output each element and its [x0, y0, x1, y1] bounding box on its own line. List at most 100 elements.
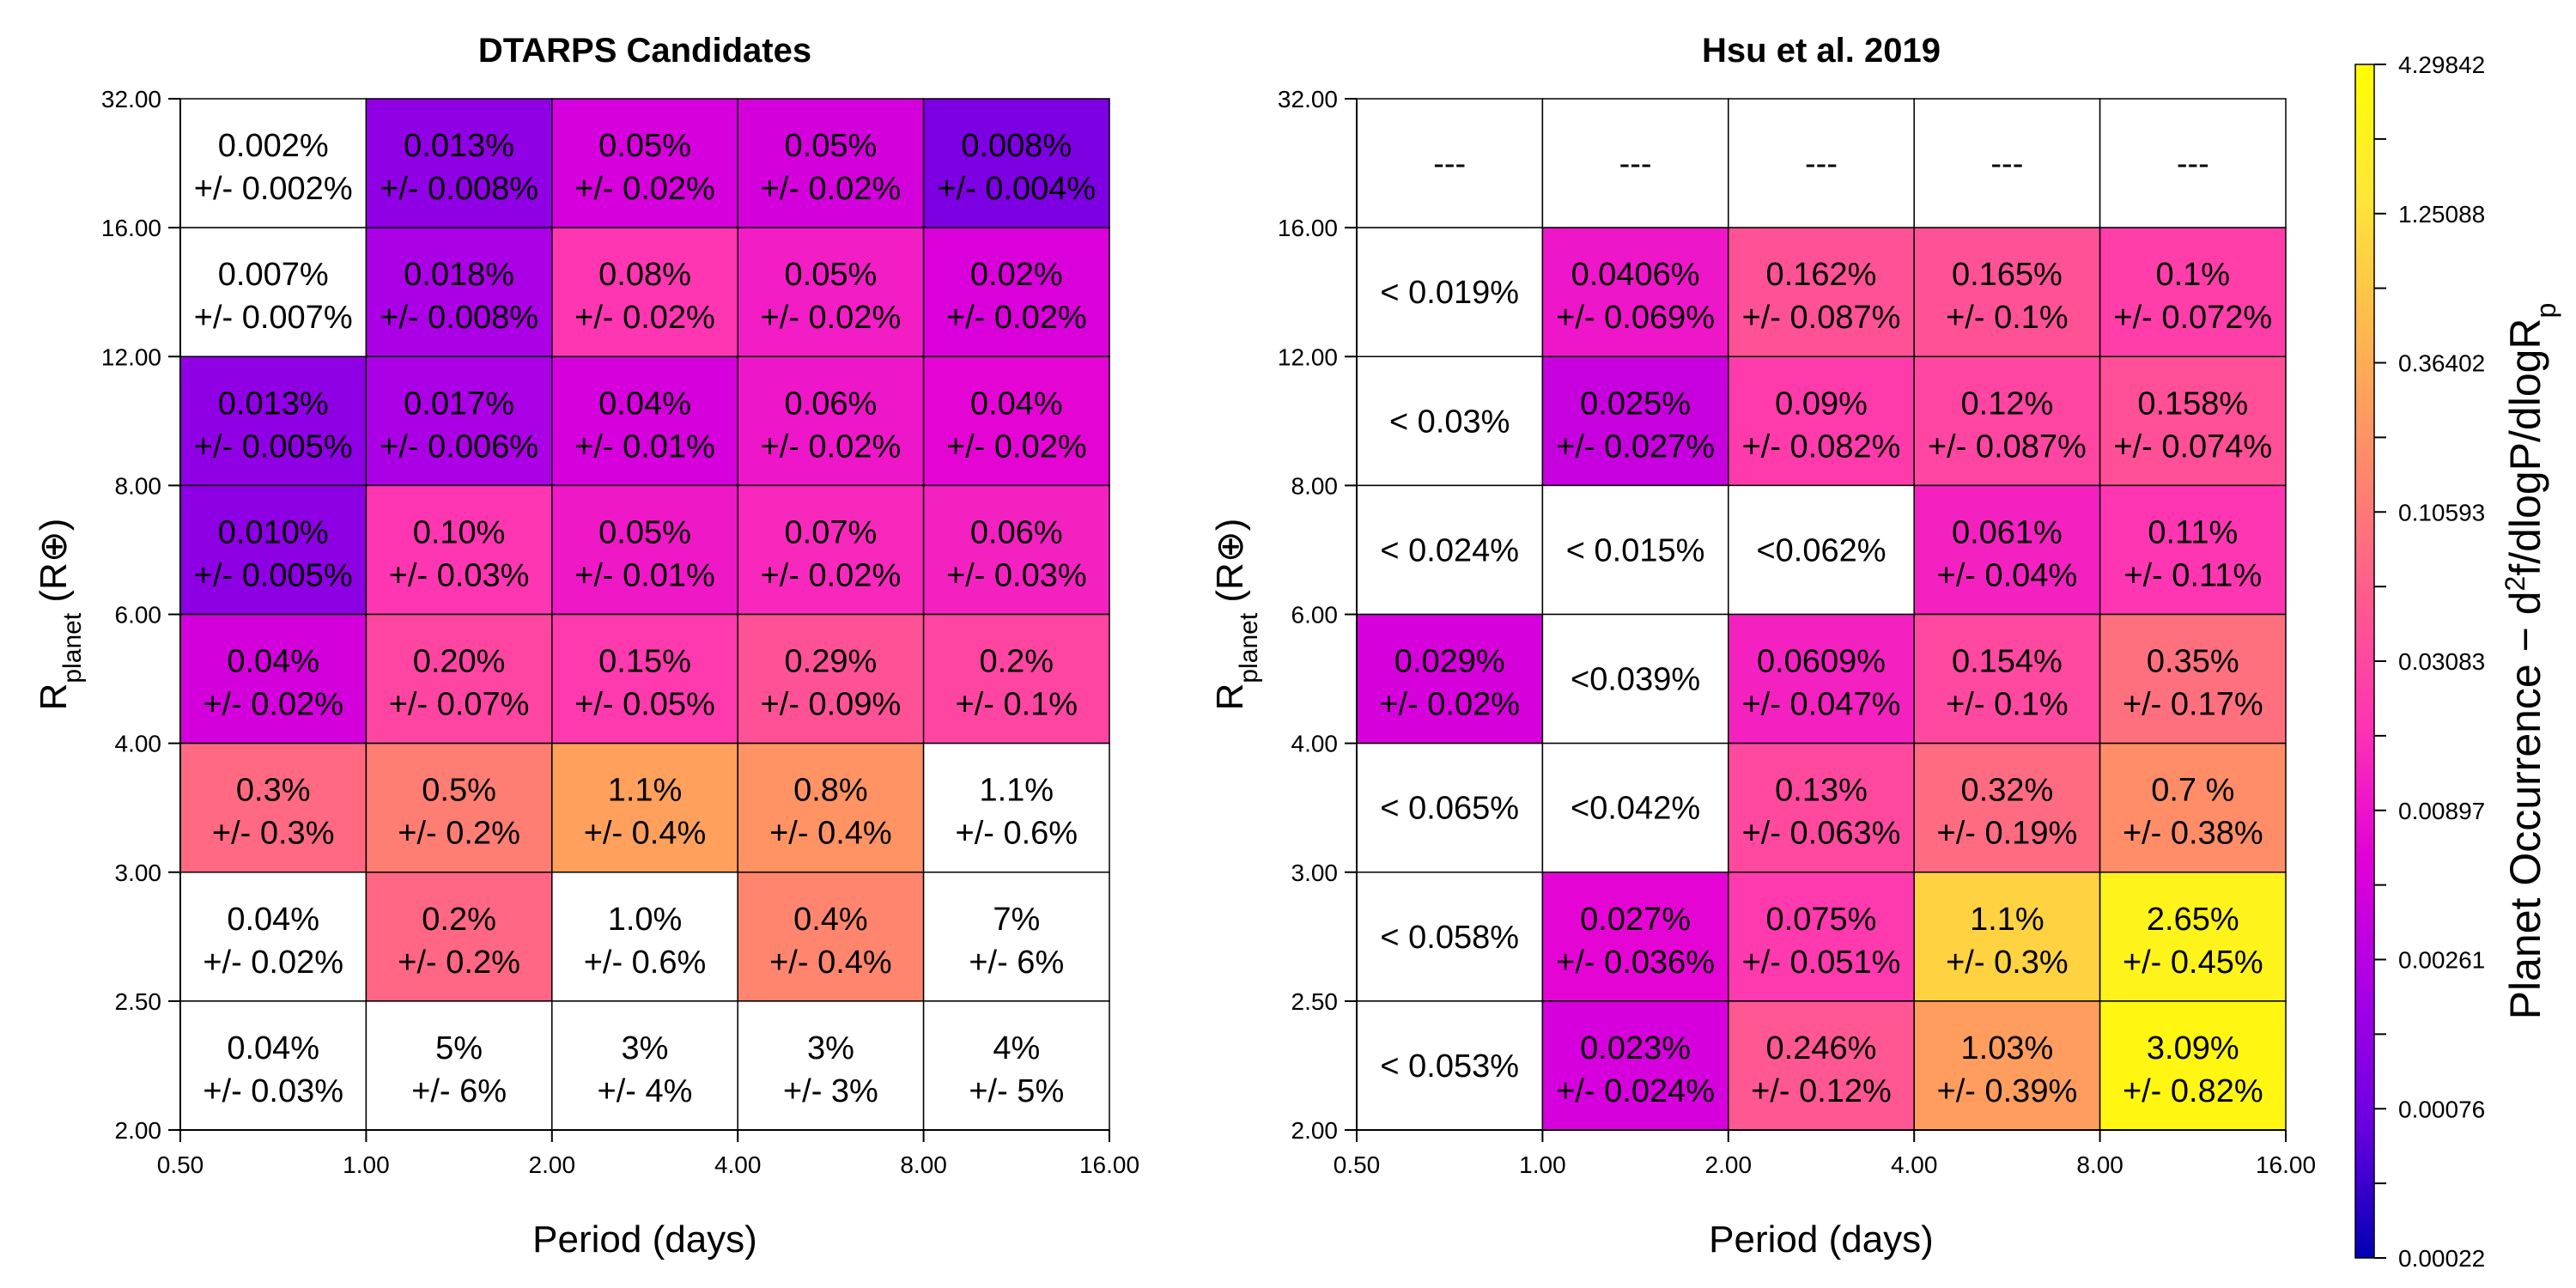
cell-value-label: 0.008% — [961, 128, 1072, 164]
cell-error-label: +/- 0.4% — [769, 945, 892, 981]
y-tick-label: 12.00 — [1278, 343, 1338, 370]
cell-value-label: 0.06% — [785, 386, 878, 422]
cell-error-label: +/- 0.02% — [946, 428, 1087, 465]
y-tick-label: 3.00 — [115, 860, 162, 886]
x-tick-label: 1.00 — [1519, 1151, 1566, 1178]
heatmap-cell — [179, 98, 368, 228]
cell-value-label: 0.002% — [218, 128, 329, 164]
cell-value-label: 0.061% — [1952, 514, 2063, 550]
heatmap-cell — [365, 1000, 553, 1131]
cell-value-label: 0.04% — [227, 644, 319, 680]
cell-error-label: +/- 0.11% — [2123, 557, 2262, 593]
cell-value-label: 0.010% — [218, 514, 329, 550]
heatmap-cell — [1728, 98, 1915, 228]
cell-error-label: +/- 0.074% — [2113, 428, 2272, 465]
heatmap-cell — [551, 613, 738, 744]
y-tick-label: 2.00 — [115, 1117, 162, 1144]
colorbar-tick-label: 0.03083 — [2398, 648, 2485, 675]
cell-error-label: +/- 5% — [969, 1073, 1064, 1109]
y-tick-label: 32.00 — [101, 86, 161, 112]
cell-error-label: +/- 0.19% — [1937, 816, 2078, 852]
cell-value-label: < 0.024% — [1380, 532, 1519, 568]
cell-error-label: +/- 0.063% — [1742, 816, 1901, 852]
cell-value-label: <0.039% — [1571, 662, 1700, 698]
cell-value-label: 0.13% — [1775, 773, 1868, 809]
cell-value-label: 3% — [622, 1030, 669, 1066]
cell-value-label: 0.04% — [227, 1030, 319, 1066]
heatmap-cell — [179, 1000, 368, 1131]
cell-value-label: 0.8% — [793, 773, 868, 809]
heatmap-cell — [551, 98, 738, 228]
y-tick-label: 16.00 — [1278, 215, 1338, 241]
colorbar-tick-label: 0.00897 — [2398, 798, 2485, 824]
cell-error-label: +/- 0.3% — [1946, 945, 2069, 981]
cell-value-label: 0.04% — [970, 386, 1063, 422]
cell-error-label: +/- 0.07% — [389, 687, 530, 723]
y-tick-label: 32.00 — [1278, 86, 1338, 112]
cell-value-label: 0.013% — [404, 128, 514, 164]
cell-value-label: 0.10% — [413, 514, 506, 550]
cell-value-label: 0.12% — [1961, 386, 2054, 422]
heatmap-cell — [1913, 742, 2101, 873]
heatmap-cell — [179, 872, 368, 1002]
x-tick-label: 16.00 — [1079, 1151, 1139, 1178]
heatmap-cell — [365, 98, 553, 228]
heatmap-cell — [1356, 1000, 1544, 1131]
heatmap-cell — [1541, 484, 1729, 616]
heatmap-cell — [1356, 227, 1544, 357]
cell-error-label: +/- 0.38% — [2123, 816, 2263, 852]
heatmap-cell — [2099, 227, 2287, 357]
heatmap-cell — [179, 613, 368, 744]
cell-value-label: 0.5% — [422, 773, 496, 809]
cell-value-label: 0.32% — [1961, 773, 2054, 809]
colorbar-tick-label: 1.25088 — [2398, 201, 2485, 228]
cell-value-label: 0.017% — [404, 386, 514, 422]
cell-error-label: +/- 0.1% — [956, 687, 1078, 723]
cell-error-label: +/- 0.02% — [761, 428, 902, 465]
cell-error-label: +/- 0.39% — [1937, 1073, 2078, 1109]
heatmap-cell — [737, 98, 925, 228]
y-axis-label: Rplanet (R⊕) — [33, 519, 87, 711]
cell-value-label: 0.15% — [598, 644, 691, 680]
heatmap-cell — [922, 872, 1110, 1002]
cell-error-label: +/- 0.1% — [1946, 300, 2069, 336]
cell-value-label: <0.062% — [1756, 532, 1886, 568]
cell-error-label: +/- 0.02% — [761, 300, 902, 336]
heatmap-cell — [365, 355, 553, 487]
cell-value-label: 0.162% — [1766, 257, 1877, 293]
heatmap-cell — [2099, 872, 2287, 1002]
heatmap-cell — [1728, 484, 1915, 616]
colorbar-tick-label: 0.00076 — [2398, 1096, 2485, 1122]
cell-error-label: +/- 0.02% — [203, 945, 343, 981]
cell-error-label: +/- 0.03% — [389, 557, 530, 593]
cell-value-label: 0.025% — [1580, 386, 1691, 422]
cell-error-label: +/- 0.05% — [574, 687, 715, 723]
cell-error-label: +/- 0.1% — [1946, 687, 2069, 723]
cell-value-label: 0.154% — [1952, 644, 2063, 680]
cell-value-label: 0.7 % — [2151, 773, 2234, 809]
x-tick-label: 1.00 — [343, 1151, 390, 1178]
cell-value-label: --- — [1805, 146, 1838, 182]
chart-title: Hsu et al. 2019 — [1702, 32, 1941, 70]
cell-error-label: +/- 0.6% — [956, 816, 1078, 852]
colorbar-tick-label: 0.10593 — [2398, 499, 2485, 526]
cell-error-label: +/- 0.087% — [1742, 300, 1901, 336]
heatmap-cell — [2099, 1000, 2287, 1131]
cell-error-label: +/- 0.01% — [574, 428, 715, 465]
colorbar-tick-label: 0.00022 — [2398, 1245, 2485, 1272]
heatmap-cell — [551, 1000, 738, 1131]
y-tick-label: 6.00 — [1291, 602, 1339, 629]
heatmap-cell — [1541, 98, 1729, 228]
cell-value-label: 7% — [993, 902, 1040, 938]
heatmap-cell — [551, 484, 738, 616]
heatmap-cell — [551, 227, 738, 357]
y-tick-label: 8.00 — [1291, 472, 1339, 499]
colorbar-tick-label: 0.36402 — [2398, 350, 2485, 377]
heatmap-cell — [365, 484, 553, 616]
heatmap-cell — [2099, 484, 2287, 616]
cell-value-label: 0.165% — [1952, 257, 2063, 293]
y-tick-label: 16.00 — [101, 215, 161, 241]
cell-error-label: +/- 0.02% — [761, 557, 902, 593]
cell-value-label: 3.09% — [2147, 1030, 2239, 1066]
y-axis-label: Rplanet (R⊕) — [1209, 519, 1263, 711]
